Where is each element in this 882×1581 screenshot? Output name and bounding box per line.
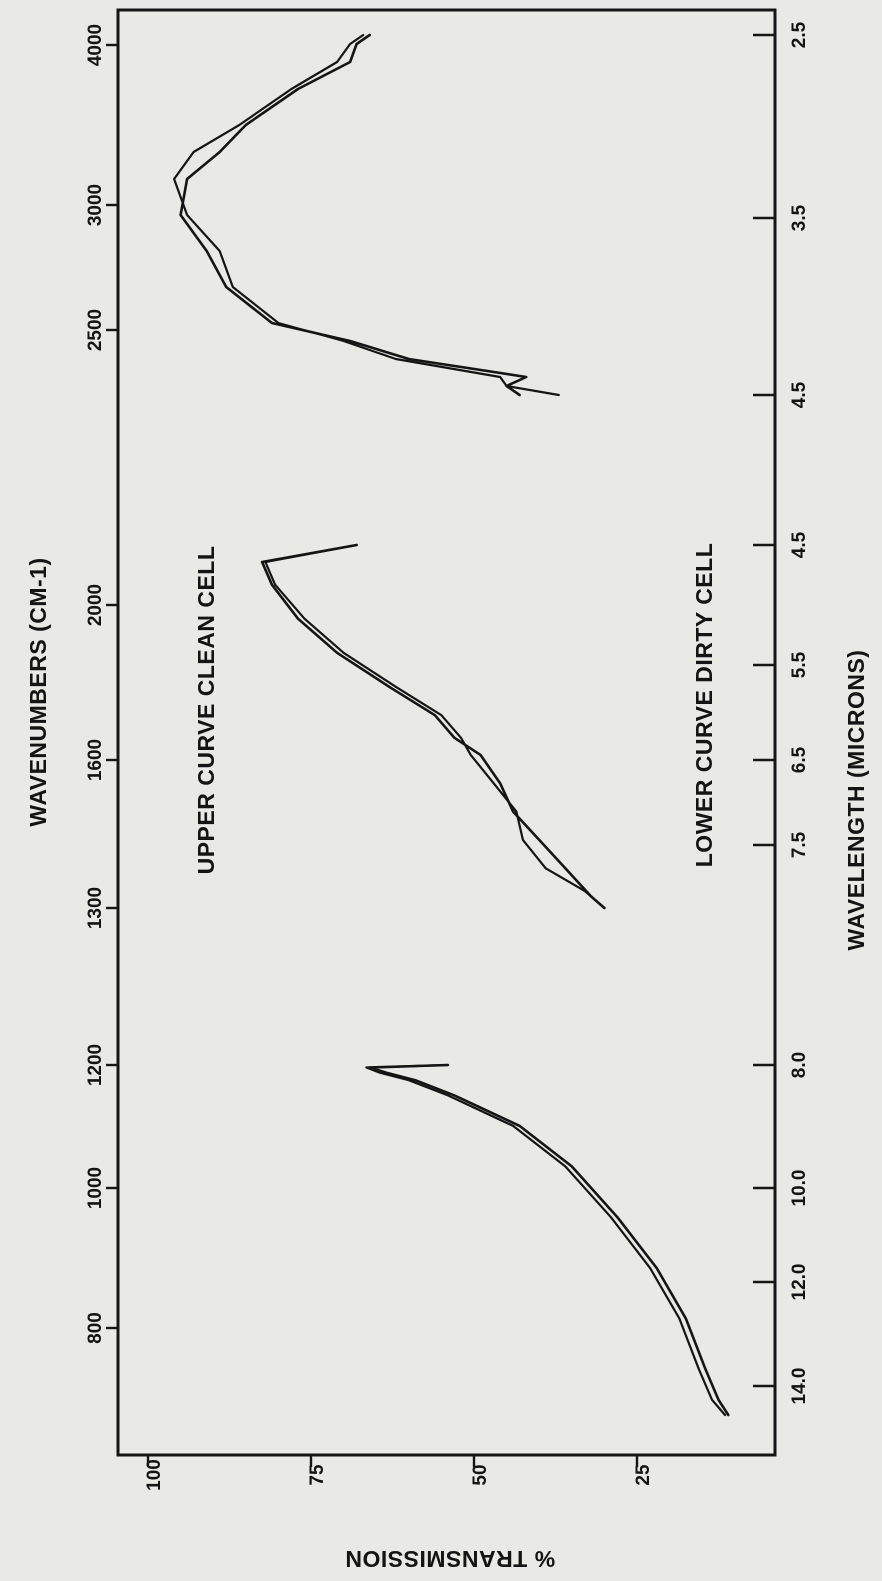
wavenumber-tick-label: 4000 bbox=[85, 24, 106, 66]
annotation-lower-curve: LOWER CURVE DIRTY CELL bbox=[691, 543, 717, 868]
wavelength-tick-label: 6.5 bbox=[789, 746, 810, 773]
wavelength-tick-label: 8.0 bbox=[789, 1052, 810, 1078]
axes-layer bbox=[106, 8, 777, 1467]
wavelength-tick-label: 4.5 bbox=[789, 531, 810, 558]
transmission-tick-label: 25 bbox=[633, 1464, 654, 1486]
wavenumber-tick-label: 800 bbox=[85, 1312, 106, 1344]
wavenumber-tick-label: 1600 bbox=[85, 739, 106, 781]
wavelength-tick-label: 5.5 bbox=[789, 651, 810, 678]
transmission-tick-label: 50 bbox=[470, 1464, 491, 1485]
wavelength-tick-label: 10.0 bbox=[789, 1170, 810, 1207]
labels-layer: 100 75 50 25 800 1000 1200 14.0 12.0 10.0 8.0 1300 1… bbox=[25, 21, 869, 1572]
wavelength-tick-label: 3.5 bbox=[789, 204, 810, 231]
annotation-upper-curve: UPPER CURVE CLEAN CELL bbox=[193, 546, 219, 875]
wavelength-tick-label: 7.5 bbox=[789, 831, 810, 858]
curves-layer bbox=[173, 33, 730, 1417]
wavenumber-tick-label: 2500 bbox=[85, 309, 106, 351]
wavelength-tick-label: 4.5 bbox=[789, 381, 810, 408]
wavelength-tick-label: 12.0 bbox=[789, 1264, 810, 1301]
wavenumber-tick-label: 1200 bbox=[85, 1044, 106, 1086]
transmission-tick-label: 100 bbox=[144, 1459, 165, 1491]
wavelength-tick-label: 2.5 bbox=[789, 21, 810, 48]
wavelength-tick-label: 14.0 bbox=[789, 1368, 810, 1405]
transmission-tick-label: 75 bbox=[307, 1464, 328, 1486]
wavenumber-tick-label: 2000 bbox=[85, 584, 106, 626]
transmission-axis-title: % TRANSMISSION bbox=[345, 1546, 555, 1572]
wavenumber-tick-label: 1000 bbox=[85, 1167, 106, 1209]
wavelength-axis-title: WAVELENGTH (MICRONS) bbox=[843, 650, 869, 951]
upper-curve-clean-cell bbox=[173, 33, 560, 397]
lower-curve-dirty-cell bbox=[368, 1063, 730, 1417]
wavenumber-axis-title: WAVENUMBERS (CM-1) bbox=[25, 557, 51, 826]
wavenumber-tick-label: 1300 bbox=[85, 887, 106, 929]
upper-curve-clean-cell bbox=[365, 1063, 727, 1417]
lower-curve-dirty-cell bbox=[179, 33, 528, 397]
plot-frame bbox=[116, 8, 777, 1457]
wavenumber-tick-label: 3000 bbox=[85, 184, 106, 226]
lower-curve-dirty-cell bbox=[260, 543, 606, 910]
upper-curve-clean-cell bbox=[264, 543, 606, 910]
